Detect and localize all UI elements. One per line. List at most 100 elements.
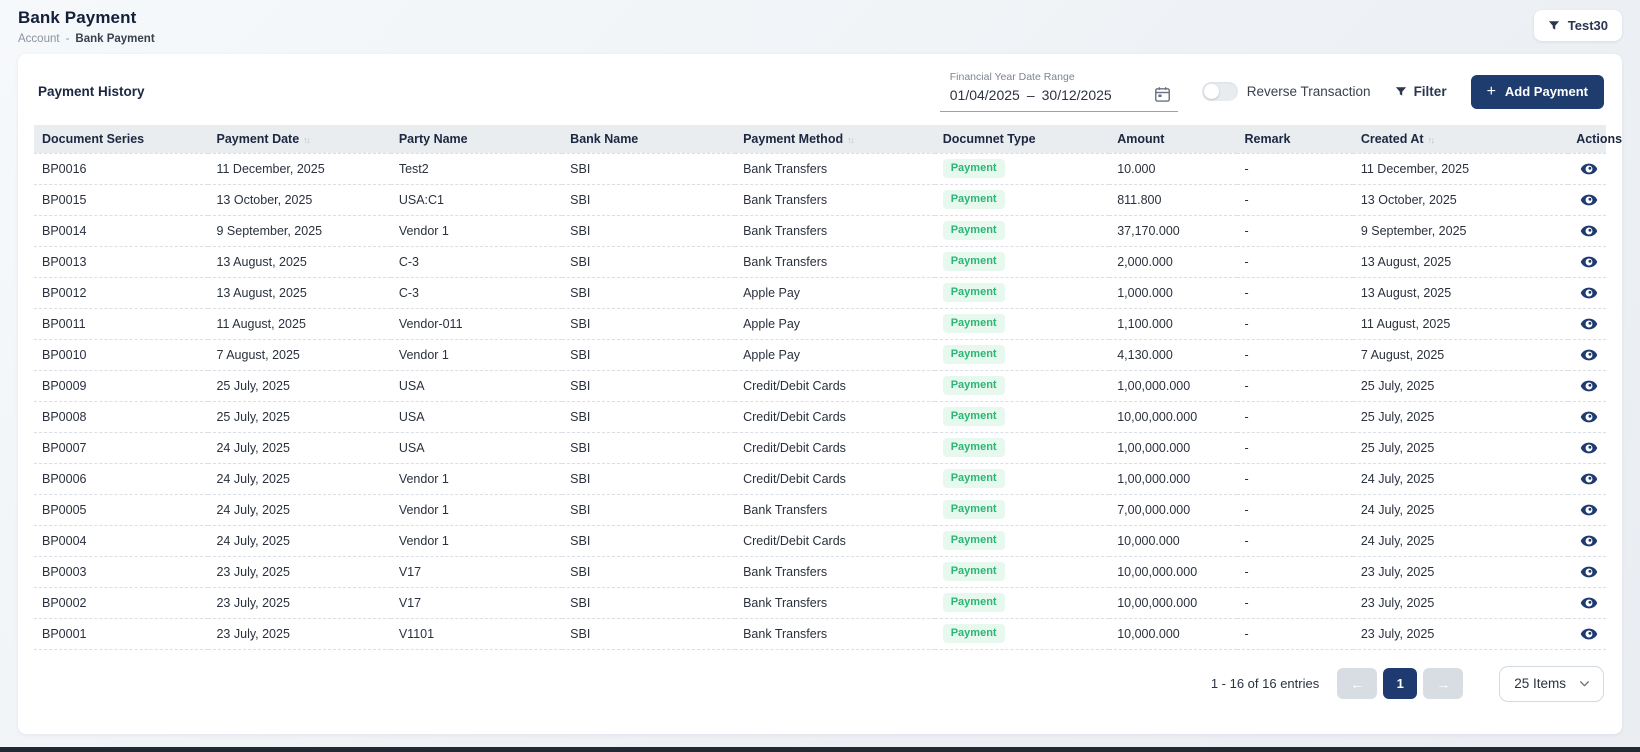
cell-actions [1568, 277, 1606, 308]
document-type-badge: Payment [943, 221, 1005, 240]
cell-document_type: Payment [935, 556, 1109, 587]
plus-icon: + [1487, 84, 1496, 100]
cell-document_type: Payment [935, 494, 1109, 525]
cell-payment_method: Bank Transfers [735, 153, 935, 184]
cell-payment_method: Bank Transfers [735, 587, 935, 618]
cell-document_type: Payment [935, 215, 1109, 246]
card-header: Payment History Financial Year Date Rang… [34, 54, 1606, 125]
column-header-bank_name: Bank Name [562, 125, 735, 153]
cell-payment_date: 23 July, 2025 [208, 618, 390, 649]
cell-document_series: BP0004 [34, 525, 208, 556]
window-bottom-edge [0, 747, 1640, 752]
add-payment-label: Add Payment [1505, 84, 1588, 99]
breadcrumb-account[interactable]: Account [18, 33, 60, 45]
table-row: BP000624 July, 2025Vendor 1SBICredit/Deb… [34, 463, 1606, 494]
document-type-badge: Payment [943, 345, 1005, 364]
cell-party_name: Vendor 1 [391, 525, 562, 556]
column-label: Actions [1576, 132, 1622, 146]
cell-actions [1568, 246, 1606, 277]
cell-party_name: C-3 [391, 277, 562, 308]
cell-amount: 1,00,000.000 [1109, 370, 1236, 401]
column-header-payment_date[interactable]: Payment Date↑↓ [208, 125, 390, 153]
add-payment-button[interactable]: + Add Payment [1471, 75, 1604, 109]
cell-party_name: USA [391, 401, 562, 432]
cell-amount: 10,00,000.000 [1109, 401, 1236, 432]
cell-party_name: USA:C1 [391, 184, 562, 215]
cell-payment_date: 25 July, 2025 [208, 401, 390, 432]
view-payment-eye-icon[interactable] [1580, 315, 1598, 333]
cell-remark: - [1237, 494, 1353, 525]
cell-payment_date: 24 July, 2025 [208, 463, 390, 494]
page-size-value: 25 Items [1514, 676, 1566, 691]
cell-party_name: V17 [391, 587, 562, 618]
column-label: Bank Name [570, 132, 638, 146]
cell-actions [1568, 370, 1606, 401]
view-payment-eye-icon[interactable] [1580, 160, 1598, 178]
cell-party_name: V1101 [391, 618, 562, 649]
reverse-transaction-toggle[interactable] [1202, 82, 1238, 101]
pagination: ← 1 → [1337, 668, 1463, 699]
date-from: 01/04/2025 [950, 87, 1020, 103]
cell-created_at: 7 August, 2025 [1353, 339, 1568, 370]
reverse-transaction-label: Reverse Transaction [1247, 84, 1371, 99]
column-header-created_at[interactable]: Created At↑↓ [1353, 125, 1568, 153]
cell-payment_date: 9 September, 2025 [208, 215, 390, 246]
page-number-button[interactable]: 1 [1383, 668, 1417, 699]
table-row: BP001313 August, 2025C-3SBIBank Transfer… [34, 246, 1606, 277]
next-page-button[interactable]: → [1423, 668, 1463, 699]
view-payment-eye-icon[interactable] [1580, 594, 1598, 612]
cell-created_at: 13 August, 2025 [1353, 246, 1568, 277]
column-header-amount: Amount [1109, 125, 1236, 153]
cell-created_at: 25 July, 2025 [1353, 432, 1568, 463]
cell-remark: - [1237, 463, 1353, 494]
cell-payment_method: Apple Pay [735, 277, 935, 308]
cell-payment_date: 25 July, 2025 [208, 370, 390, 401]
cell-document_type: Payment [935, 401, 1109, 432]
cell-payment_method: Bank Transfers [735, 556, 935, 587]
column-header-party_name: Party Name [391, 125, 562, 153]
column-label: Party Name [399, 132, 468, 146]
view-payment-eye-icon[interactable] [1580, 377, 1598, 395]
cell-actions [1568, 308, 1606, 339]
filter-button[interactable]: Filter [1395, 84, 1447, 99]
view-payment-eye-icon[interactable] [1580, 532, 1598, 550]
view-payment-eye-icon[interactable] [1580, 346, 1598, 364]
view-payment-eye-icon[interactable] [1580, 253, 1598, 271]
cell-created_at: 13 October, 2025 [1353, 184, 1568, 215]
column-header-payment_method[interactable]: Payment Method↑↓ [735, 125, 935, 153]
view-payment-eye-icon[interactable] [1580, 408, 1598, 426]
column-label: Amount [1117, 132, 1164, 146]
header-row: Document SeriesPayment Date↑↓Party NameB… [34, 125, 1606, 153]
cell-remark: - [1237, 525, 1353, 556]
view-payment-eye-icon[interactable] [1580, 222, 1598, 240]
view-payment-eye-icon[interactable] [1580, 625, 1598, 643]
cell-document_type: Payment [935, 463, 1109, 494]
cell-amount: 1,000.000 [1109, 277, 1236, 308]
view-payment-eye-icon[interactable] [1580, 563, 1598, 581]
cell-remark: - [1237, 277, 1353, 308]
calendar-icon[interactable] [1153, 85, 1172, 104]
financial-year-date-range-picker[interactable]: Financial Year Date Range 01/04/2025 – 3… [940, 71, 1178, 112]
cell-document_series: BP0015 [34, 184, 208, 215]
view-payment-eye-icon[interactable] [1580, 439, 1598, 457]
date-to: 30/12/2025 [1042, 87, 1112, 103]
cell-amount: 10,00,000.000 [1109, 556, 1236, 587]
cell-created_at: 11 December, 2025 [1353, 153, 1568, 184]
table-row: BP000424 July, 2025Vendor 1SBICredit/Deb… [34, 525, 1606, 556]
cell-party_name: C-3 [391, 246, 562, 277]
topbar: Bank Payment Account - Bank Payment Test… [0, 0, 1640, 45]
cell-amount: 10,00,000.000 [1109, 587, 1236, 618]
cell-created_at: 23 July, 2025 [1353, 556, 1568, 587]
table-row: BP000123 July, 2025V1101SBIBank Transfer… [34, 618, 1606, 649]
view-payment-eye-icon[interactable] [1580, 191, 1598, 209]
view-payment-eye-icon[interactable] [1580, 470, 1598, 488]
view-payment-eye-icon[interactable] [1580, 501, 1598, 519]
cell-amount: 10,000.000 [1109, 618, 1236, 649]
company-selector-button[interactable]: Test30 [1534, 10, 1622, 41]
cell-created_at: 9 September, 2025 [1353, 215, 1568, 246]
view-payment-eye-icon[interactable] [1580, 284, 1598, 302]
funnel-icon [1548, 20, 1560, 32]
page-size-select[interactable]: 25 Items [1499, 666, 1604, 702]
cell-actions [1568, 525, 1606, 556]
prev-page-button[interactable]: ← [1337, 668, 1377, 699]
